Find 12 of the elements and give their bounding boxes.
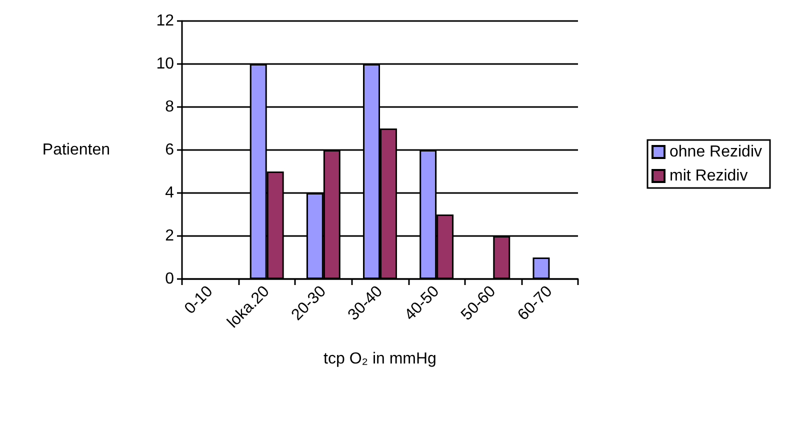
y-tick-label: 0 (165, 270, 174, 288)
x-tick-label: 0-10 (182, 282, 216, 318)
x-axis-title: tcp O₂ in mmHg (324, 350, 436, 368)
legend-label: mit Rezidiv (670, 168, 748, 184)
y-tick-label: 12 (156, 12, 174, 30)
y-tick-label: 4 (165, 184, 174, 202)
y-tick-label: 2 (165, 228, 174, 244)
y-tick-label: 6 (165, 142, 174, 158)
y-tick-label: 8 (165, 98, 174, 116)
y-tick-label: 10 (156, 56, 174, 72)
legend-label: ohne Rezidiv (670, 144, 762, 160)
y-axis-title: Patienten (42, 142, 110, 158)
